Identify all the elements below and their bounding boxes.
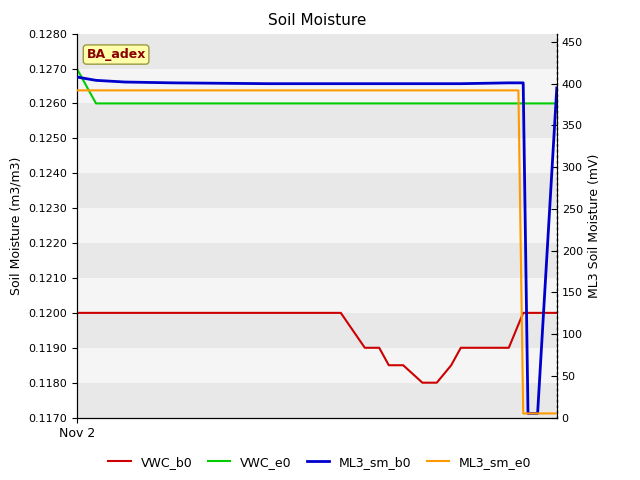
- Bar: [77, 278, 557, 313]
- Title: Soil Moisture: Soil Moisture: [268, 13, 366, 28]
- Bar: [77, 383, 557, 418]
- Bar: [77, 103, 557, 138]
- Bar: [77, 173, 557, 208]
- Text: BA_adex: BA_adex: [86, 48, 146, 61]
- Y-axis label: ML3 Soil Moisture (mV): ML3 Soil Moisture (mV): [588, 154, 602, 298]
- Bar: [77, 208, 557, 243]
- Bar: [77, 69, 557, 103]
- Bar: [77, 348, 557, 383]
- Y-axis label: Soil Moisture (m3/m3): Soil Moisture (m3/m3): [10, 156, 22, 295]
- Bar: [77, 243, 557, 278]
- Bar: [77, 34, 557, 69]
- Legend: VWC_b0, VWC_e0, ML3_sm_b0, ML3_sm_e0: VWC_b0, VWC_e0, ML3_sm_b0, ML3_sm_e0: [103, 451, 537, 474]
- Bar: [77, 138, 557, 173]
- Bar: [77, 313, 557, 348]
